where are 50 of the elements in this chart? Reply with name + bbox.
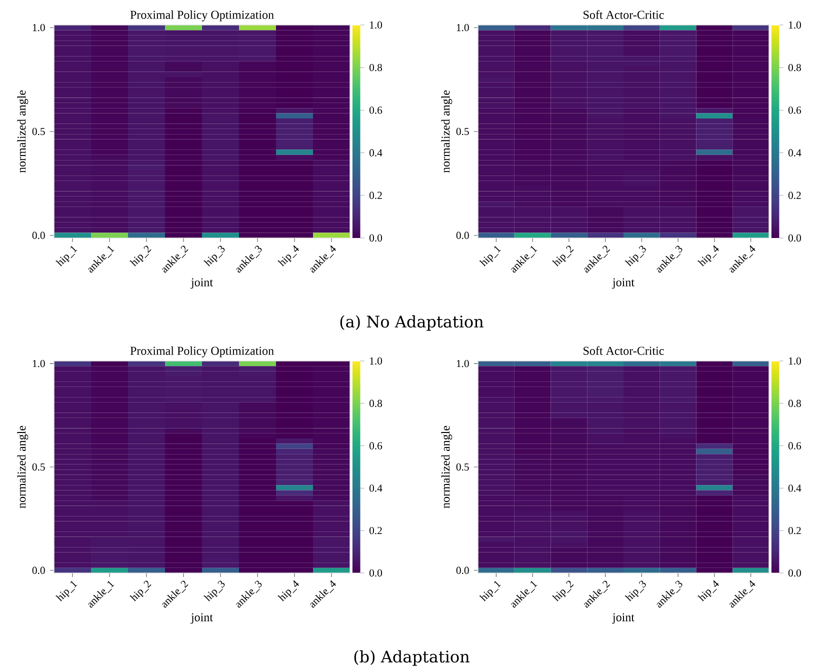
color-bar-label: 1.0: [788, 21, 801, 29]
x-axis-title: joint: [612, 278, 634, 289]
chart-title: Proximal Policy Optimization: [130, 346, 274, 358]
x-axis-title: joint: [612, 613, 634, 624]
color-bar-label: 0.0: [369, 234, 382, 242]
color-bar-label: 0.2: [788, 526, 801, 534]
y-tick-label: 1.0: [32, 24, 45, 32]
color-bar-label: 0.4: [369, 149, 382, 156]
text: (a) No Adaptation: [340, 315, 484, 331]
text: (b) Adaptation: [354, 650, 470, 666]
chart-title: Proximal Policy Optimization: [130, 10, 274, 22]
color-bar-label: 1.0: [370, 21, 382, 29]
color-bar-label: 0.4: [788, 149, 802, 156]
color-bar-label: 0.0: [369, 569, 382, 577]
color-bar-label: 0.8: [788, 64, 801, 72]
color-bar-label: 0.4: [788, 484, 802, 492]
color-bar-label: 0.6: [788, 106, 802, 114]
y-tick-label: 0.0: [32, 232, 45, 240]
color-bar-label: 0.2: [369, 192, 382, 200]
color-bar-label: 0.0: [788, 569, 801, 577]
chart-title: Soft Actor-Critic: [584, 346, 664, 355]
x-axis-title: joint: [190, 613, 213, 624]
y-tick-label: 0.5: [32, 463, 45, 471]
x-axis-title: joint: [190, 278, 213, 289]
color-bar-label: 0.6: [369, 442, 382, 450]
y-tick-label: 0.0: [456, 566, 469, 574]
color-bar-label: 0.8: [788, 400, 801, 408]
y-axis-title: normalized angle: [17, 90, 28, 173]
color-bar-label: 0.8: [369, 64, 382, 72]
color-bar-label: 0.2: [788, 192, 801, 200]
y-tick-label: 1.0: [32, 360, 45, 368]
y-tick-label: 1.0: [456, 24, 469, 32]
y-tick-label: 0.5: [456, 463, 469, 471]
y-tick-label: 0.0: [456, 232, 469, 240]
color-bar-label: 0.6: [788, 442, 802, 450]
y-axis-title: normalized angle: [441, 426, 452, 508]
color-bar-label: 1.0: [788, 357, 801, 365]
y-tick-label: 0.5: [456, 128, 469, 136]
y-tick-label: 1.0: [456, 360, 469, 368]
color-bar-label: 0.6: [369, 106, 382, 114]
y-tick-label: 0.0: [32, 566, 45, 574]
y-axis-title: normalized angle: [441, 90, 452, 173]
chart-title: Soft Actor-Critic: [584, 10, 664, 19]
y-tick-label: 0.5: [32, 128, 45, 136]
y-axis-title: normalized angle: [17, 426, 28, 508]
color-bar-label: 0.4: [369, 484, 382, 492]
color-bar-label: 1.0: [370, 357, 382, 365]
color-bar-label: 0.0: [788, 234, 801, 242]
color-bar-label: 0.2: [369, 526, 382, 534]
color-bar-label: 0.8: [369, 400, 382, 408]
